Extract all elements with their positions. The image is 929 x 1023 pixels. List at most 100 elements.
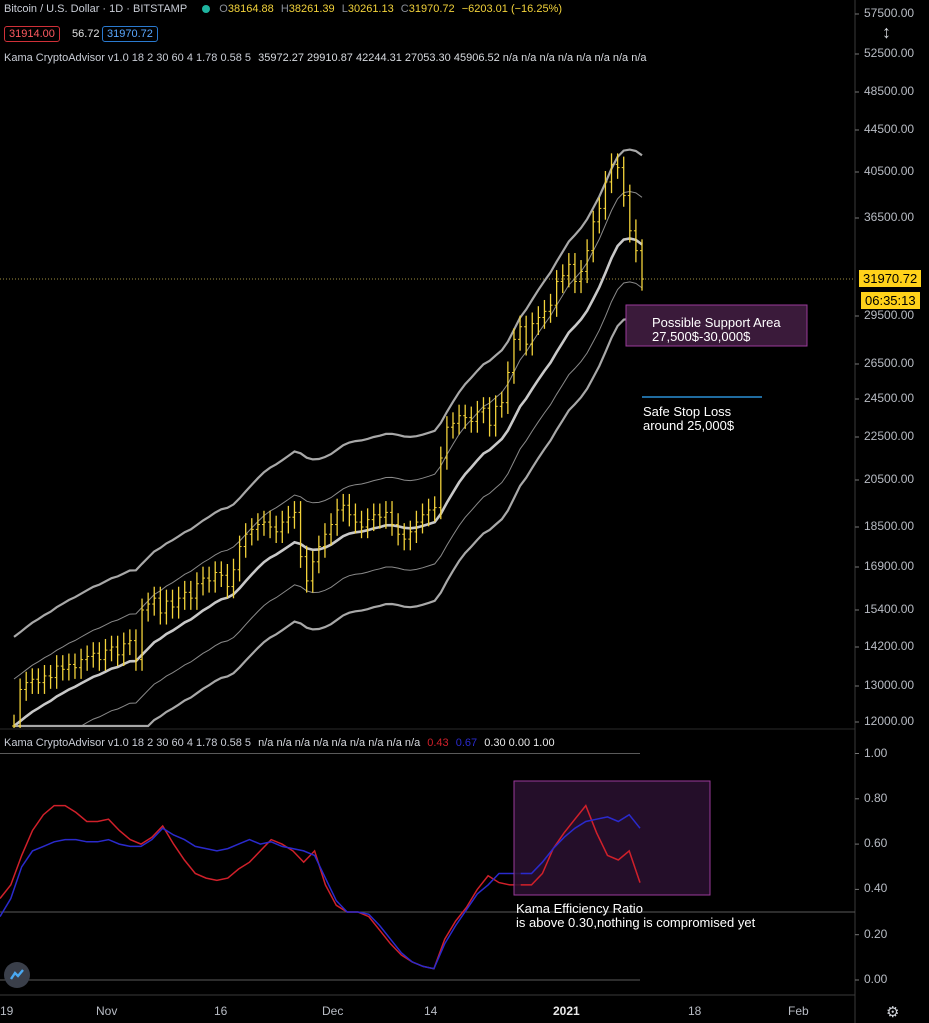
candle-30 <box>194 572 199 610</box>
efficiency-ratio-lines <box>0 804 641 970</box>
candle-25 <box>164 589 169 625</box>
candle-54 <box>341 493 346 522</box>
price-tick-14: 14200.00 <box>864 639 915 653</box>
er-tick-0: 1.00 <box>864 745 888 760</box>
last-price-label: 31970.72 <box>859 270 922 287</box>
candle-100 <box>621 156 626 207</box>
candle-71 <box>444 416 449 470</box>
candle-83 <box>518 315 523 351</box>
candle-97 <box>603 171 608 220</box>
price-tick-3: 44500.00 <box>864 122 915 136</box>
price-tick-12: 16900.00 <box>864 559 915 573</box>
candle-74 <box>463 404 468 429</box>
candle-36 <box>231 558 236 599</box>
candle-85 <box>530 312 535 356</box>
candle-45 <box>286 505 291 534</box>
candle-87 <box>542 299 547 329</box>
close-label: C <box>400 3 409 15</box>
scale-resize-icon[interactable]: ↕ <box>882 22 891 42</box>
indicator-sub-legend[interactable]: Kama CryptoAdvisor v1.0 18 2 30 60 4 1.7… <box>4 737 559 749</box>
candle-57 <box>359 510 364 539</box>
lower-band-outer <box>14 317 643 728</box>
candle-37 <box>237 535 242 582</box>
bid-price-tag[interactable]: 31914.00 <box>4 26 60 42</box>
time-tick-3: Dec <box>322 1004 344 1018</box>
stop-loss-label: Safe Stop Loss around 25,000$ <box>643 405 734 433</box>
kama-bands <box>13 148 643 728</box>
er-line-blue <box>0 813 641 970</box>
candle-6 <box>48 665 53 689</box>
er-tick-3: 0.40 <box>864 881 888 896</box>
candle-86 <box>536 306 541 335</box>
close-value: 31970.72 <box>408 3 455 15</box>
candle-47 <box>298 501 303 568</box>
indicator-sub-red: 0.43 <box>427 737 449 749</box>
candle-61 <box>383 501 388 529</box>
candle-3 <box>30 668 35 694</box>
candle-27 <box>176 586 181 619</box>
price-tick-0: 57500.00 <box>864 6 915 20</box>
candle-90 <box>560 264 565 294</box>
indicator-sub-na: n/a n/a n/a n/a n/a n/a n/a n/a n/a <box>258 737 421 749</box>
open-label: O <box>219 3 228 15</box>
candle-22 <box>146 592 151 622</box>
spread-value: 56.72 <box>72 28 100 40</box>
price-tick-9: 22500.00 <box>864 429 915 443</box>
time-tick-6: 18 <box>688 1004 702 1018</box>
candle-76 <box>475 400 480 433</box>
candle-82 <box>511 328 516 384</box>
candle-75 <box>469 406 474 433</box>
low-label: L <box>341 3 348 15</box>
gear-icon[interactable]: ⚙ <box>886 1004 900 1021</box>
candle-42 <box>268 510 273 539</box>
open-value: 38164.88 <box>227 3 274 15</box>
candle-77 <box>481 397 486 424</box>
time-tick-1: Nov <box>96 1004 118 1018</box>
candle-1 <box>18 678 23 728</box>
er-tick-1: 0.80 <box>864 790 888 805</box>
candle-33 <box>213 561 218 593</box>
candle-15 <box>103 638 108 671</box>
ask-price-tag[interactable]: 31970.72 <box>102 26 158 42</box>
price-tick-10: 20500.00 <box>864 472 915 486</box>
candle-53 <box>335 498 340 536</box>
tradingview-logo-icon[interactable] <box>4 962 30 988</box>
efficiency-ratio-line2: is above 0.30,nothing is compromised yet <box>516 915 756 930</box>
candle-20 <box>133 629 138 671</box>
candle-67 <box>420 503 425 534</box>
er-tick-5: 0.00 <box>864 972 888 986</box>
candle-5 <box>42 665 47 694</box>
indicator-main-name: Kama CryptoAdvisor v1.0 18 2 30 60 4 1.7… <box>4 52 252 64</box>
candle-40 <box>255 513 260 541</box>
candle-66 <box>414 510 419 544</box>
candle-80 <box>499 391 504 418</box>
annotation-shapes <box>513 304 808 896</box>
candle-64 <box>402 523 407 551</box>
candle-68 <box>426 498 431 527</box>
support-area-line1: Possible Support Area <box>652 315 781 330</box>
price-tick-11: 18500.00 <box>864 519 915 533</box>
candle-52 <box>329 513 334 546</box>
candle-93 <box>579 260 584 294</box>
indicator-main-legend[interactable]: Kama CryptoAdvisor v1.0 18 2 30 60 4 1.7… <box>4 52 651 64</box>
candle-60 <box>377 503 382 529</box>
symbol-title: Bitcoin / U.S. Dollar · 1D · BITSTAMP <box>4 3 188 15</box>
candle-29 <box>188 580 193 610</box>
candle-48 <box>304 545 309 593</box>
status-dot-icon <box>202 5 211 14</box>
candle-103 <box>640 239 644 291</box>
candle-18 <box>121 632 126 667</box>
candle-14 <box>97 642 102 671</box>
candle-62 <box>390 501 395 536</box>
er-box-line-blue <box>520 813 641 875</box>
price-tick-6: 29500.00 <box>864 308 915 322</box>
price-tick-2: 48500.00 <box>864 84 915 98</box>
price-tick-16: 12000.00 <box>864 714 915 728</box>
candle-9 <box>66 653 71 681</box>
candle-72 <box>450 412 455 439</box>
candle-94 <box>585 239 590 284</box>
candle-32 <box>207 566 212 593</box>
candle-102 <box>633 219 638 263</box>
